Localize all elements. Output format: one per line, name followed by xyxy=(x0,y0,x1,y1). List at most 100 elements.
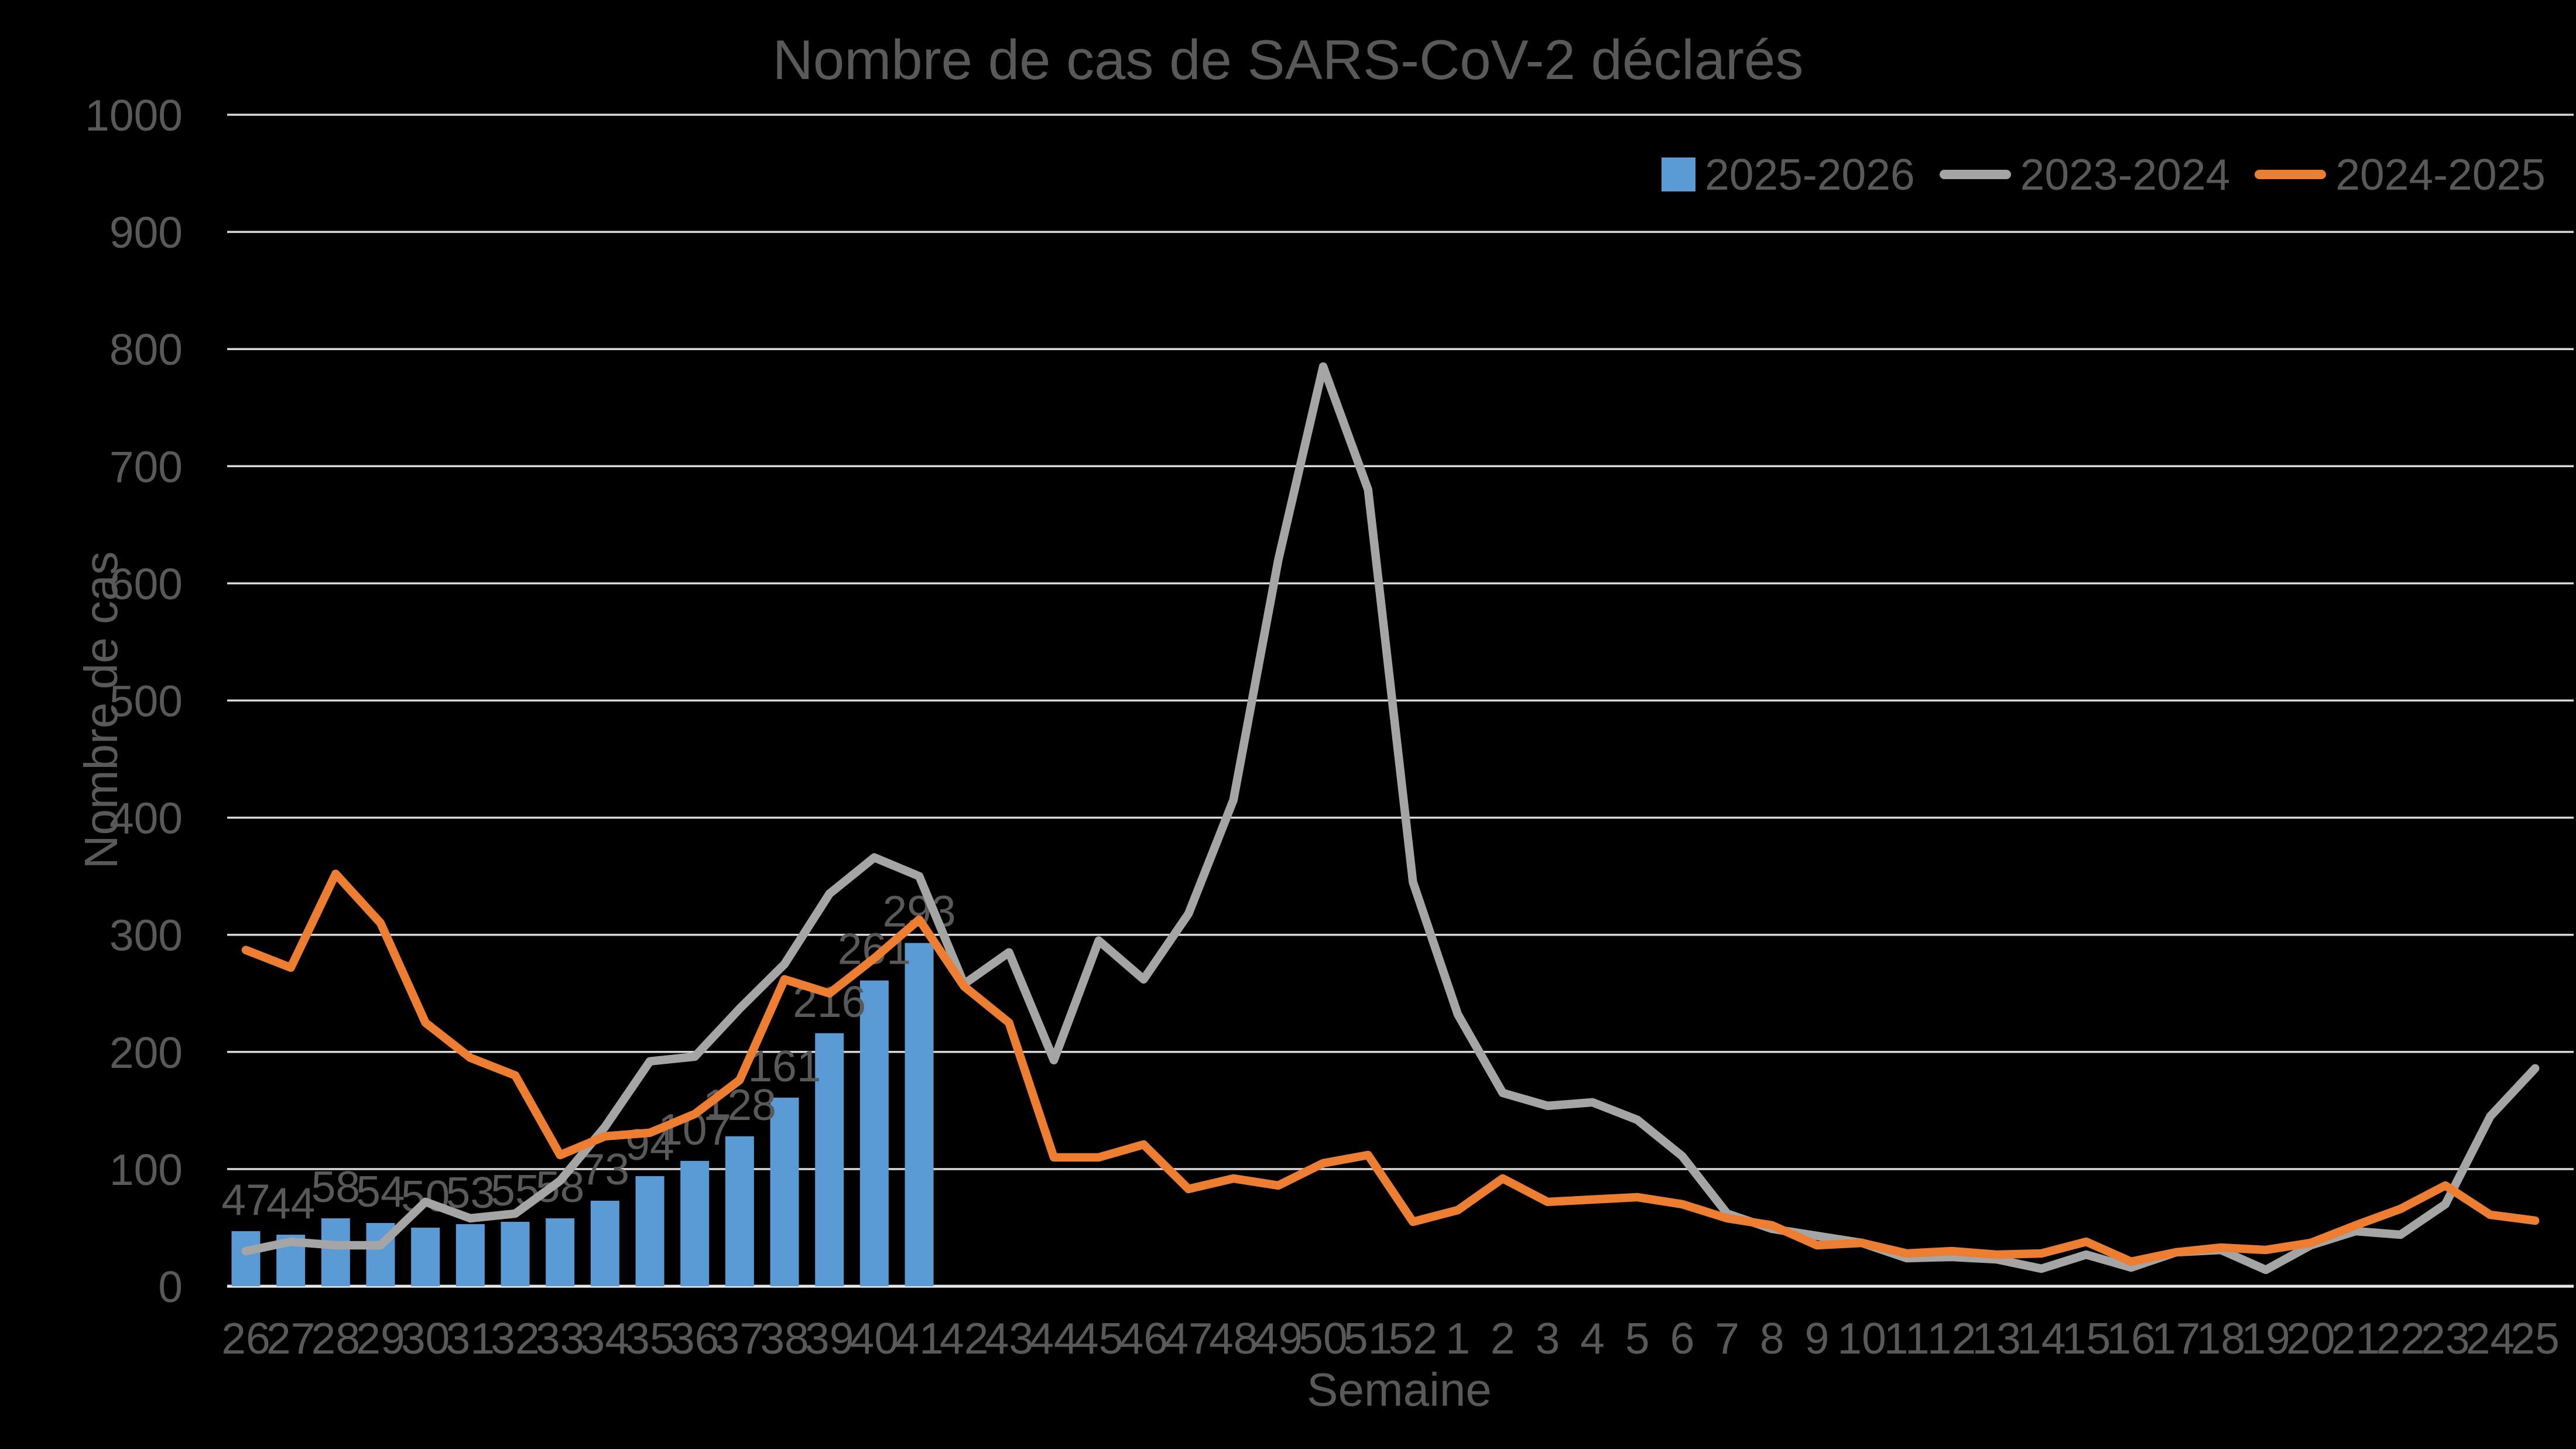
x-tick-label: 11 xyxy=(1884,1314,1930,1363)
x-tick-label: 39 xyxy=(805,1314,854,1363)
y-tick-label: 900 xyxy=(109,208,183,257)
y-tick-label: 200 xyxy=(109,1028,183,1077)
legend-square-swatch-icon xyxy=(1661,157,1695,191)
x-tick-label: 34 xyxy=(581,1314,629,1363)
x-tick-label: 33 xyxy=(536,1314,584,1363)
legend-item-2025-2026[interactable]: 2025-2026 xyxy=(1661,149,1915,200)
chart-title: Nombre de cas de SARS-CoV-2 déclarés xyxy=(772,29,1804,91)
x-tick-label: 18 xyxy=(2197,1314,2245,1363)
x-tick-label: 45 xyxy=(1074,1314,1123,1363)
x-tick-label: 3 xyxy=(1536,1314,1560,1363)
x-tick-label: 48 xyxy=(1209,1314,1258,1363)
bar-2025-2026 xyxy=(725,1136,754,1286)
x-tick-label: 42 xyxy=(940,1314,988,1363)
legend-label: 2023-2024 xyxy=(2020,150,2231,199)
y-tick-label: 100 xyxy=(109,1145,183,1194)
bar-data-label: 58 xyxy=(311,1162,360,1211)
x-tick-label: 26 xyxy=(221,1314,270,1363)
x-tick-label: 9 xyxy=(1805,1314,1830,1363)
bar-2025-2026 xyxy=(590,1200,619,1286)
y-tick-label: 500 xyxy=(109,677,183,726)
x-tick-label: 29 xyxy=(356,1314,405,1363)
x-tick-label: 47 xyxy=(1164,1314,1212,1363)
x-tick-label: 10 xyxy=(1837,1314,1886,1363)
x-tick-label: 17 xyxy=(2152,1314,2200,1363)
x-tick-label: 31 xyxy=(446,1314,495,1363)
x-tick-label: 5 xyxy=(1625,1314,1650,1363)
bar-data-label: 47 xyxy=(221,1175,270,1224)
y-tick-label: 0 xyxy=(158,1262,183,1311)
x-tick-label: 36 xyxy=(670,1314,719,1363)
legend-item-2024-2025[interactable]: 2024-2025 xyxy=(2255,149,2546,200)
x-tick-label: 30 xyxy=(401,1314,450,1363)
x-tick-label: 51 xyxy=(1344,1314,1392,1363)
bar-2025-2026 xyxy=(231,1231,261,1286)
x-tick-label: 46 xyxy=(1119,1314,1168,1363)
x-tick-label: 44 xyxy=(1029,1314,1078,1363)
x-tick-label: 49 xyxy=(1254,1314,1303,1363)
bar-2025-2026 xyxy=(546,1218,575,1286)
x-tick-label: 40 xyxy=(850,1314,899,1363)
x-tick-label: 22 xyxy=(2376,1314,2424,1363)
line-2024-2025 xyxy=(241,869,2540,1266)
x-tick-label: 16 xyxy=(2106,1314,2155,1363)
bar-2025-2026 xyxy=(770,1097,799,1286)
y-tick-label: 300 xyxy=(109,911,183,960)
x-tick-label: 21 xyxy=(2331,1314,2380,1363)
bar-data-label: 55 xyxy=(491,1166,539,1215)
bar-2025-2026 xyxy=(455,1224,485,1286)
bar-2025-2026 xyxy=(501,1221,530,1286)
x-tick-label: 6 xyxy=(1670,1314,1695,1363)
x-tick-label: 1 xyxy=(1445,1314,1470,1363)
x-tick-label: 13 xyxy=(1972,1314,2020,1363)
x-tick-label: 19 xyxy=(2241,1314,2290,1363)
x-tick-label: 43 xyxy=(985,1314,1033,1363)
bar-data-label: 44 xyxy=(266,1179,315,1228)
bar-2025-2026 xyxy=(905,943,934,1286)
y-tick-label: 800 xyxy=(109,325,183,374)
legend-label: 2025-2026 xyxy=(1704,150,1915,199)
x-tick-label: 28 xyxy=(311,1314,360,1363)
legend-line-swatch-icon xyxy=(2255,170,2327,179)
x-tick-label: 2 xyxy=(1491,1314,1515,1363)
legend: 2025-2026 2023-2024 2024-2025 xyxy=(1661,150,2546,199)
legend-line-swatch-icon xyxy=(1939,170,2011,179)
bar-data-label: 161 xyxy=(748,1042,821,1091)
bar-2025-2026 xyxy=(680,1160,710,1286)
bar-2025-2026 xyxy=(859,980,889,1286)
y-tick-label: 700 xyxy=(109,442,183,491)
x-axis-title: Semaine xyxy=(1307,1364,1492,1416)
x-tick-label: 35 xyxy=(625,1314,674,1363)
y-tick-label: 1000 xyxy=(85,91,183,140)
x-tick-label: 15 xyxy=(2062,1314,2111,1363)
x-tick-label: 24 xyxy=(2466,1314,2515,1363)
x-tick-label: 23 xyxy=(2421,1314,2469,1363)
x-tick-label: 8 xyxy=(1760,1314,1784,1363)
y-tick-label: 400 xyxy=(109,794,183,843)
x-tick-label: 37 xyxy=(715,1314,764,1363)
x-tick-label: 20 xyxy=(2286,1314,2335,1363)
y-axis-title: Nombre de cas xyxy=(75,551,127,869)
bar-data-label: 54 xyxy=(356,1167,405,1216)
y-tick-label: 600 xyxy=(109,559,183,608)
x-tick-label: 4 xyxy=(1580,1314,1605,1363)
x-tick-label: 27 xyxy=(266,1314,315,1363)
bar-2025-2026 xyxy=(815,1033,844,1286)
bar-data-label: 128 xyxy=(703,1080,776,1129)
x-tick-label: 14 xyxy=(2017,1314,2065,1363)
x-tick-label: 38 xyxy=(760,1314,809,1363)
x-tick-label: 41 xyxy=(895,1314,943,1363)
x-tick-label: 7 xyxy=(1715,1314,1739,1363)
bar-2025-2026 xyxy=(411,1227,440,1286)
bar-data-label: 58 xyxy=(536,1162,584,1211)
x-tick-label: 52 xyxy=(1389,1314,1437,1363)
x-tick-label: 12 xyxy=(1927,1314,1976,1363)
bar-2025-2026 xyxy=(321,1218,350,1286)
x-tick-label: 50 xyxy=(1299,1314,1347,1363)
x-tick-label: 32 xyxy=(491,1314,539,1363)
legend-item-2023-2024[interactable]: 2023-2024 xyxy=(1939,149,2231,200)
bar-2025-2026 xyxy=(635,1176,664,1286)
x-tick-label: 25 xyxy=(2510,1314,2559,1363)
